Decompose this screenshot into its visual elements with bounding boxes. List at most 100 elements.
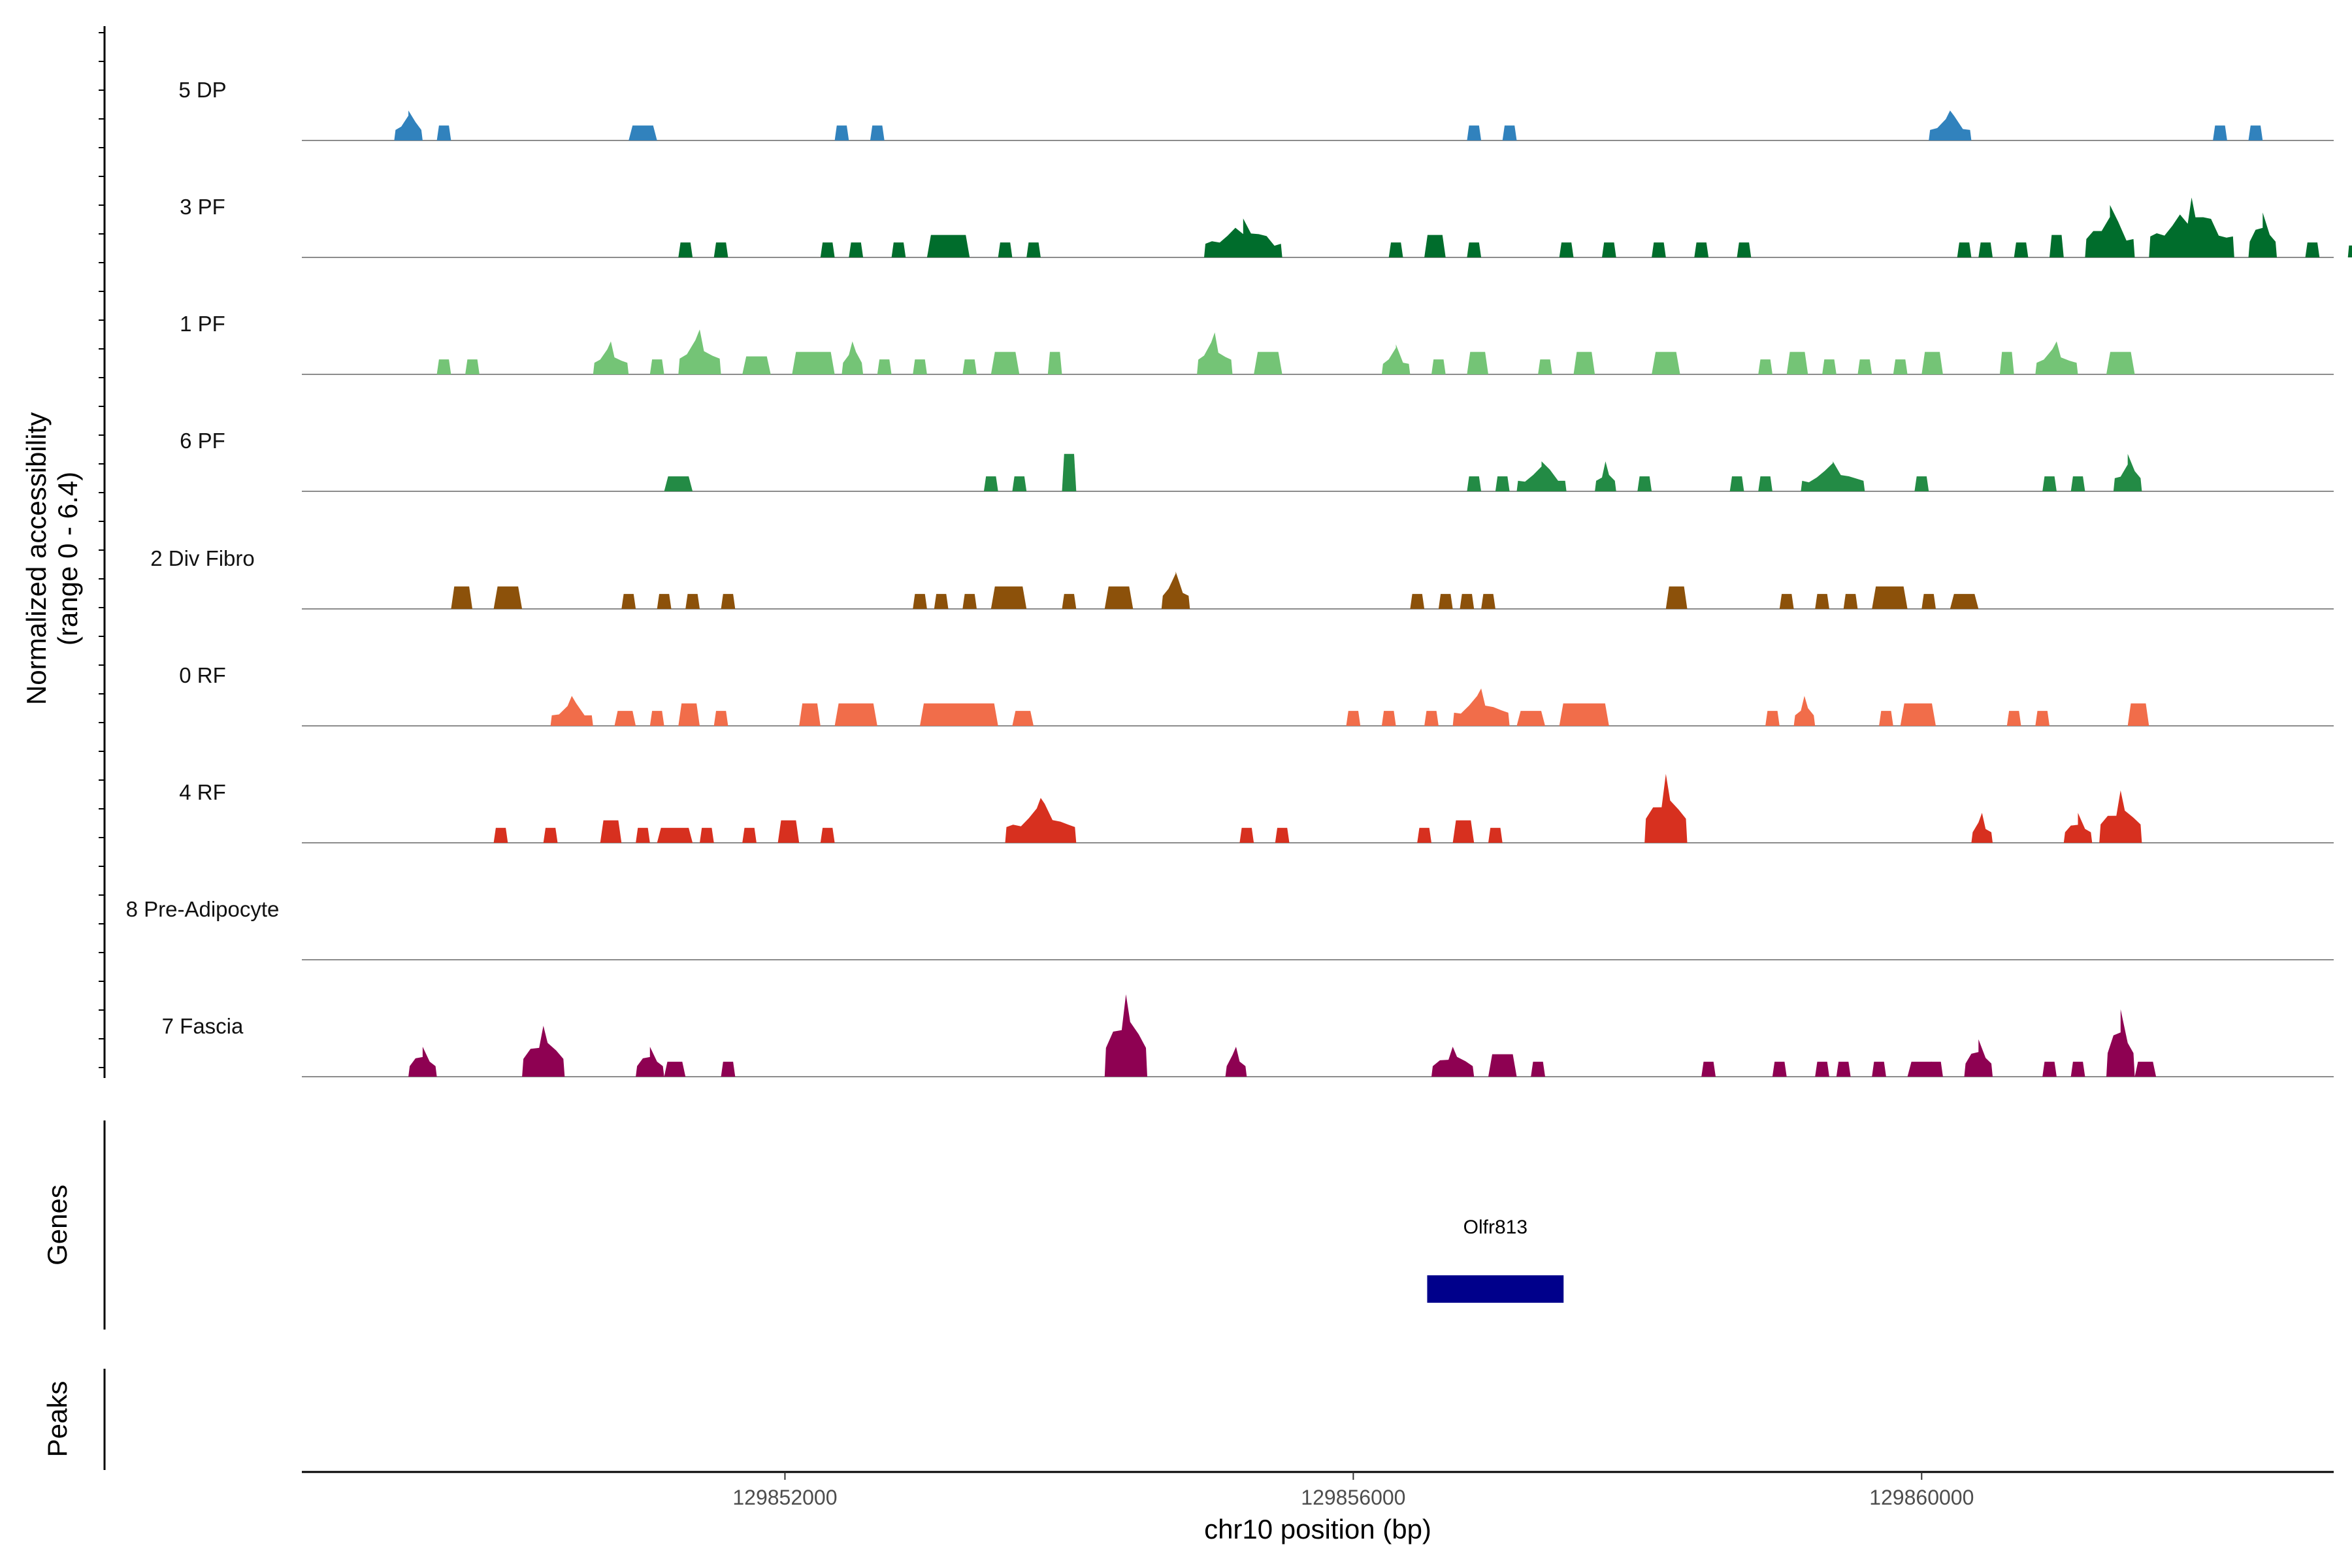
track-label: 0 RF bbox=[179, 663, 226, 687]
accessibility-peak bbox=[614, 711, 636, 726]
accessibility-peak bbox=[1467, 476, 1482, 491]
accessibility-peak bbox=[2248, 125, 2263, 140]
track-7-fascia: 7 Fascia bbox=[162, 994, 2334, 1077]
accessibility-peak bbox=[1410, 594, 1425, 609]
y-axis-title: Normalized accessibility (range 0 - 6.4) bbox=[21, 412, 83, 705]
accessibility-peak bbox=[678, 242, 693, 257]
accessibility-peak bbox=[799, 703, 821, 726]
accessibility-peak bbox=[877, 359, 892, 374]
accessibility-peak bbox=[1467, 125, 1482, 140]
accessibility-peak bbox=[962, 594, 977, 609]
track-label: 7 Fascia bbox=[162, 1014, 244, 1038]
accessibility-peak bbox=[1815, 594, 1829, 609]
accessibility-peak bbox=[1914, 476, 1929, 491]
accessibility-peak bbox=[1921, 594, 1936, 609]
accessibility-peak bbox=[990, 586, 1027, 609]
accessibility-peak bbox=[629, 125, 657, 140]
accessibility-peak bbox=[2113, 453, 2142, 491]
accessibility-peak bbox=[1872, 1062, 1886, 1077]
accessibility-peak bbox=[1971, 813, 1993, 843]
accessibility-peak bbox=[1815, 1062, 1829, 1077]
accessibility-peak bbox=[998, 242, 1013, 257]
track-label: 5 DP bbox=[178, 78, 226, 102]
accessibility-peak bbox=[1772, 1062, 1787, 1077]
track-label: 3 PF bbox=[180, 195, 225, 219]
accessibility-peak bbox=[649, 711, 664, 726]
accessibility-peak bbox=[1957, 242, 1972, 257]
accessibility-peak bbox=[2106, 1009, 2135, 1077]
accessibility-peak bbox=[1012, 476, 1027, 491]
accessibility-peak bbox=[685, 594, 700, 609]
accessibility-peak bbox=[777, 820, 800, 843]
accessibility-peak bbox=[1872, 586, 1908, 609]
x-axis-tick-label: 129852000 bbox=[732, 1486, 837, 1509]
track-8-pre-adipocyte: 8 Pre-Adipocyte bbox=[126, 897, 2334, 960]
accessibility-peak bbox=[1801, 461, 1865, 491]
accessibility-peak bbox=[2347, 245, 2352, 257]
accessibility-peak bbox=[636, 1047, 664, 1077]
accessibility-peak bbox=[1005, 798, 1077, 843]
accessibility-peak bbox=[1388, 242, 1403, 257]
track-label: 2 Div Fibro bbox=[150, 546, 255, 570]
tracks-panel: 5 DP 3 PF 1 PF 6 PF 2 Div Fibro 0 RF 4 RF 8 Pre… bbox=[126, 78, 2352, 1077]
accessibility-peak bbox=[2106, 351, 2135, 374]
accessibility-peak bbox=[1857, 359, 1872, 374]
accessibility-peak bbox=[394, 110, 423, 140]
track-label: 6 PF bbox=[180, 429, 225, 453]
accessibility-peak bbox=[1225, 1047, 1247, 1077]
accessibility-peak bbox=[1452, 820, 1475, 843]
accessibility-peak bbox=[2050, 235, 2064, 257]
accessibility-peak bbox=[742, 356, 771, 374]
accessibility-peak bbox=[700, 828, 714, 843]
accessibility-peak bbox=[1793, 696, 1816, 726]
accessibility-peak bbox=[1026, 242, 1041, 257]
accessibility-peak bbox=[2149, 197, 2234, 257]
accessibility-peak bbox=[721, 594, 736, 609]
y-axis-title-line2: (range 0 - 6.4) bbox=[52, 472, 83, 645]
accessibility-peak bbox=[983, 476, 998, 491]
accessibility-peak bbox=[2035, 341, 2078, 374]
accessibility-peak bbox=[1836, 1062, 1851, 1077]
accessibility-peak bbox=[1652, 242, 1666, 257]
accessibility-peak bbox=[1729, 476, 1744, 491]
accessibility-peak bbox=[1644, 774, 1688, 843]
accessibility-peak bbox=[1275, 828, 1290, 843]
accessibility-peak bbox=[1239, 828, 1254, 843]
accessibility-peak bbox=[678, 329, 721, 374]
y-axis bbox=[99, 26, 106, 1078]
accessibility-peak bbox=[913, 359, 927, 374]
accessibility-peak bbox=[2042, 1062, 2057, 1077]
track-4-rf: 4 RF bbox=[179, 774, 2334, 843]
accessibility-peak bbox=[1602, 242, 1616, 257]
accessibility-peak bbox=[1047, 351, 1062, 374]
accessibility-peak bbox=[1062, 453, 1077, 491]
accessibility-peak bbox=[820, 828, 835, 843]
accessibility-peak bbox=[1495, 476, 1510, 491]
accessibility-peak bbox=[451, 586, 472, 609]
gene-olfr813: Olfr813 bbox=[1427, 1217, 1564, 1303]
accessibility-peak bbox=[870, 125, 885, 140]
track-label: 4 RF bbox=[179, 780, 226, 804]
accessibility-peak bbox=[1765, 711, 1780, 726]
accessibility-peak bbox=[1417, 828, 1431, 843]
accessibility-peak bbox=[1843, 594, 1858, 609]
accessibility-peak bbox=[1488, 828, 1503, 843]
track-label: 8 Pre-Adipocyte bbox=[126, 897, 280, 921]
accessibility-peak bbox=[664, 1062, 686, 1077]
x-axis-tick-label: 129860000 bbox=[1869, 1486, 1974, 1509]
track-label: 1 PF bbox=[180, 312, 225, 336]
accessibility-peak bbox=[1538, 359, 1552, 374]
track-0-rf: 0 RF bbox=[179, 663, 2334, 727]
accessibility-peak bbox=[2248, 212, 2277, 257]
accessibility-peak bbox=[1595, 461, 1616, 491]
accessibility-peak bbox=[1460, 594, 1475, 609]
y-axis-title-line1: Normalized accessibility bbox=[21, 412, 52, 705]
accessibility-peak bbox=[1758, 476, 1772, 491]
accessibility-peak bbox=[1964, 1039, 1993, 1077]
accessibility-peak bbox=[2134, 1062, 2157, 1077]
accessibility-peak bbox=[1950, 594, 1979, 609]
accessibility-peak bbox=[1907, 1062, 1936, 1077]
accessibility-peak bbox=[2070, 1062, 2085, 1077]
accessibility-peak bbox=[1204, 218, 1282, 257]
